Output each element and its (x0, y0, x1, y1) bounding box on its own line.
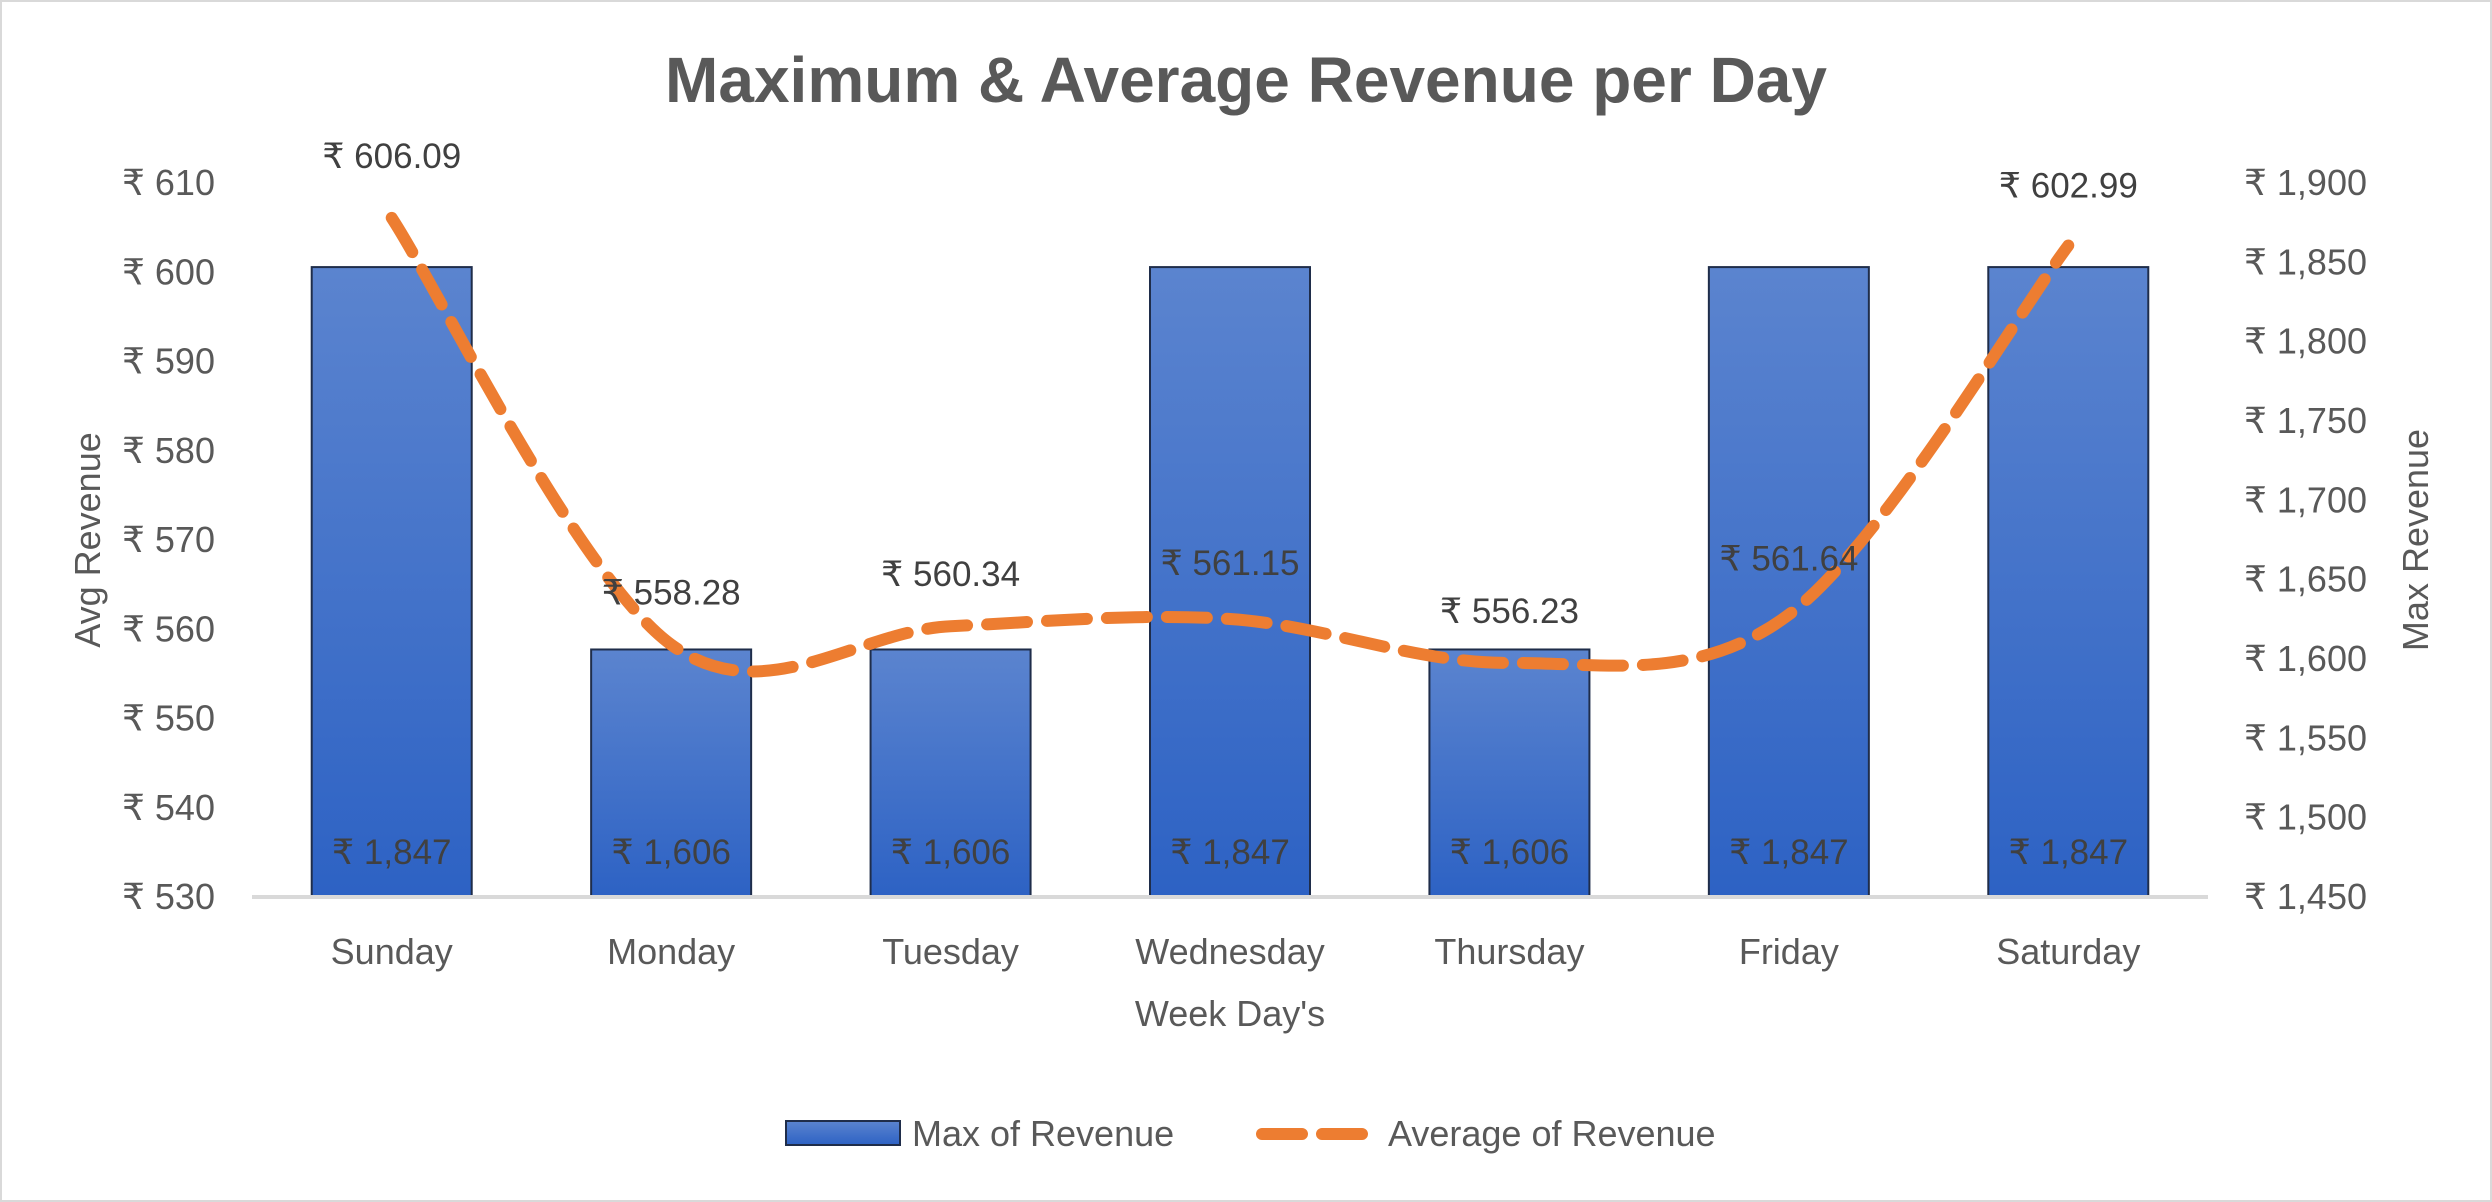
bar (590, 648, 753, 898)
y-right-tick-label: ₹ 1,600 (2244, 638, 2367, 679)
y-left-tick-label: ₹ 590 (122, 341, 215, 382)
y-right-tick-label: ₹ 1,700 (2244, 479, 2367, 520)
bar (1987, 266, 2150, 898)
y-right-tick-label: ₹ 1,450 (2244, 876, 2367, 917)
x-tick-label: Monday (607, 931, 735, 972)
y-right-tick-label: ₹ 1,750 (2244, 400, 2367, 441)
y-left-tick-label: ₹ 560 (122, 608, 215, 649)
legend-label-max-revenue: Max of Revenue (912, 1113, 1174, 1154)
x-tick-label: Saturday (1996, 931, 2140, 972)
y-left-axis-title: Avg Revenue (67, 432, 108, 648)
bar-data-label: ₹ 1,606 (1450, 833, 1570, 872)
bar (1707, 266, 1870, 898)
y-right-axis-title: Max Revenue (2395, 429, 2436, 651)
y-left-tick-label: ₹ 530 (122, 876, 215, 917)
bar (1428, 648, 1591, 898)
bar (1149, 266, 1311, 898)
bar (869, 648, 1032, 898)
x-tick-label: Friday (1739, 931, 1839, 972)
y-right-tick-label: ₹ 1,800 (2244, 321, 2367, 362)
line-data-label: ₹ 606.09 (322, 137, 461, 176)
y-left-tick-label: ₹ 580 (122, 430, 215, 471)
x-tick-label: Sunday (331, 931, 453, 972)
y-left-tick-label: ₹ 570 (122, 519, 215, 560)
bar-data-label: ₹ 1,847 (2008, 833, 2128, 872)
legend-swatch-max-revenue (785, 1120, 901, 1146)
chart-title: Maximum & Average Revenue per Day (665, 44, 1827, 116)
bar-data-label: ₹ 1,847 (1170, 833, 1290, 872)
y-left-tick-label: ₹ 550 (122, 698, 215, 739)
y-left-tick-label: ₹ 600 (122, 251, 215, 292)
x-tick-label: Wednesday (1135, 931, 1324, 972)
y-right-tick-label: ₹ 1,850 (2244, 241, 2367, 282)
bar-data-label: ₹ 1,606 (891, 833, 1011, 872)
bar (310, 266, 473, 898)
line-data-label: ₹ 560.34 (881, 555, 1020, 594)
line-data-label: ₹ 558.28 (602, 574, 741, 613)
line-data-label: ₹ 561.64 (1719, 540, 1858, 579)
bar-data-label: ₹ 1,606 (611, 833, 731, 872)
bar-data-label: ₹ 1,847 (1729, 833, 1849, 872)
line-series-average (385, 211, 2075, 678)
x-tick-label: Tuesday (882, 931, 1019, 972)
line-data-label: ₹ 561.15 (1160, 544, 1299, 583)
plot-area: ₹ 530 ₹ 540 ₹ 550 ₹ 560 ₹ 570 ₹ 580 ₹ 590 ₹ 600… (67, 137, 2436, 1154)
x-tick-label: Thursday (1434, 931, 1584, 972)
bar-data-label: ₹ 1,847 (332, 833, 452, 872)
y-left-tick-label: ₹ 540 (122, 787, 215, 828)
line-data-label: ₹ 602.99 (1999, 167, 2138, 206)
x-axis-title: Week Day's (1135, 993, 1325, 1034)
legend-label-average-revenue: Average of Revenue (1388, 1113, 1716, 1154)
y-left-tick-label: ₹ 610 (122, 162, 215, 203)
line-data-label: ₹ 556.23 (1440, 592, 1579, 631)
y-right-tick-label: ₹ 1,900 (2244, 162, 2367, 203)
y-right-tick-label: ₹ 1,550 (2244, 717, 2367, 758)
y-right-tick-label: ₹ 1,650 (2244, 559, 2367, 600)
y-right-tick-label: ₹ 1,500 (2244, 797, 2367, 838)
